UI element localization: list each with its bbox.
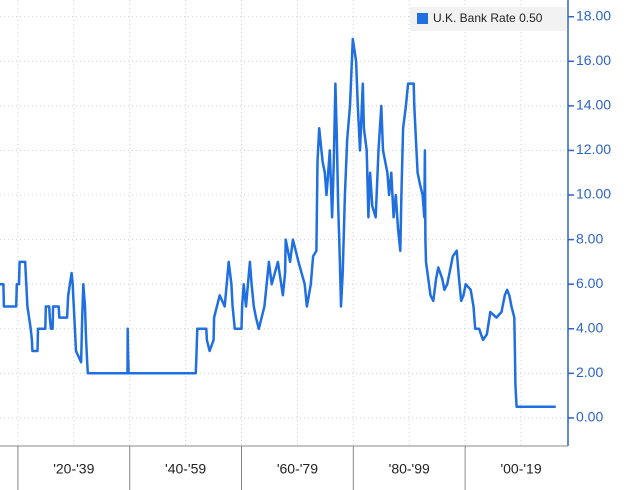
y-tick-label: 4.00	[576, 319, 603, 335]
y-tick-label: 12.00	[576, 141, 611, 157]
y-tick-label: 2.00	[576, 364, 603, 380]
x-tick-label: '20-'39	[53, 461, 94, 477]
x-tick-label: '60-'79	[277, 461, 318, 477]
y-tick-label: 10.00	[576, 186, 611, 202]
y-tick-label: 18.00	[576, 7, 611, 23]
legend-box	[410, 7, 566, 31]
y-tick-label: 16.00	[576, 52, 611, 68]
legend-swatch	[417, 13, 428, 24]
x-tick-label: '00-'19	[500, 461, 541, 477]
y-tick-label: 0.00	[576, 409, 603, 425]
legend: U.K. Bank Rate 0.50	[410, 7, 566, 31]
y-tick-label: 8.00	[576, 230, 603, 246]
y-tick-label: 6.00	[576, 275, 603, 291]
x-tick-label: '80-'99	[389, 461, 430, 477]
legend-name: U.K. Bank Rate	[433, 11, 516, 25]
legend-value: 0.50	[519, 11, 543, 25]
data-line	[0, 37, 556, 409]
y-tick-label: 14.00	[576, 97, 611, 113]
legend-label: U.K. Bank Rate 0.50	[433, 11, 543, 25]
x-tick-label: '40-'59	[165, 461, 206, 477]
